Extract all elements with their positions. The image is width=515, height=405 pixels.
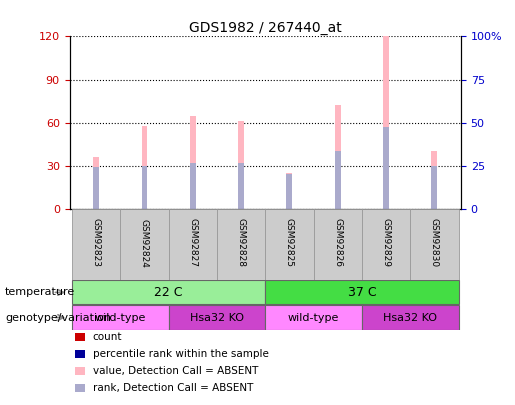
Text: rank, Detection Call = ABSENT: rank, Detection Call = ABSENT bbox=[93, 384, 253, 393]
Bar bbox=[142, 166, 147, 209]
Bar bbox=[265, 305, 362, 330]
Bar bbox=[335, 151, 340, 209]
Text: value, Detection Call = ABSENT: value, Detection Call = ABSENT bbox=[93, 367, 258, 376]
Bar bbox=[265, 209, 314, 280]
Title: GDS1982 / 267440_at: GDS1982 / 267440_at bbox=[189, 21, 341, 35]
Bar bbox=[286, 175, 293, 209]
Bar bbox=[410, 209, 458, 280]
Text: GSM92828: GSM92828 bbox=[236, 219, 246, 267]
Text: GSM92825: GSM92825 bbox=[285, 219, 294, 267]
Text: GSM92827: GSM92827 bbox=[188, 219, 197, 267]
Text: wild-type: wild-type bbox=[288, 313, 339, 322]
Bar bbox=[72, 305, 168, 330]
Text: Hsa32 KO: Hsa32 KO bbox=[190, 313, 244, 322]
Bar bbox=[190, 163, 196, 209]
Bar bbox=[383, 36, 389, 209]
Text: count: count bbox=[93, 333, 122, 342]
Bar bbox=[432, 166, 437, 209]
Bar bbox=[75, 384, 85, 392]
Text: 37 C: 37 C bbox=[348, 286, 376, 299]
Bar bbox=[432, 151, 437, 209]
Text: Hsa32 KO: Hsa32 KO bbox=[383, 313, 437, 322]
Bar bbox=[121, 209, 168, 280]
Bar bbox=[93, 167, 99, 209]
Bar bbox=[72, 280, 265, 305]
Bar bbox=[314, 209, 362, 280]
Bar bbox=[238, 163, 244, 209]
Bar bbox=[72, 209, 121, 280]
Bar bbox=[362, 305, 458, 330]
Text: temperature: temperature bbox=[5, 288, 75, 297]
Bar bbox=[217, 209, 265, 280]
Bar bbox=[93, 157, 99, 209]
Text: wild-type: wild-type bbox=[95, 313, 146, 322]
Bar bbox=[190, 115, 196, 209]
Bar bbox=[168, 209, 217, 280]
Bar bbox=[238, 121, 244, 209]
Text: genotype/variation: genotype/variation bbox=[5, 313, 111, 322]
Text: GSM92829: GSM92829 bbox=[382, 219, 390, 267]
Bar bbox=[383, 127, 389, 209]
Text: 22 C: 22 C bbox=[154, 286, 183, 299]
Text: GSM92830: GSM92830 bbox=[430, 218, 439, 268]
Bar bbox=[286, 173, 293, 209]
Text: percentile rank within the sample: percentile rank within the sample bbox=[93, 350, 269, 359]
Bar bbox=[75, 350, 85, 358]
Bar bbox=[168, 305, 265, 330]
Bar bbox=[362, 209, 410, 280]
Bar bbox=[335, 105, 340, 209]
Bar bbox=[75, 333, 85, 341]
Bar bbox=[265, 280, 458, 305]
Text: GSM92824: GSM92824 bbox=[140, 219, 149, 267]
Text: GSM92826: GSM92826 bbox=[333, 219, 342, 267]
Bar bbox=[142, 126, 147, 209]
Bar bbox=[75, 367, 85, 375]
Text: GSM92823: GSM92823 bbox=[92, 219, 100, 267]
